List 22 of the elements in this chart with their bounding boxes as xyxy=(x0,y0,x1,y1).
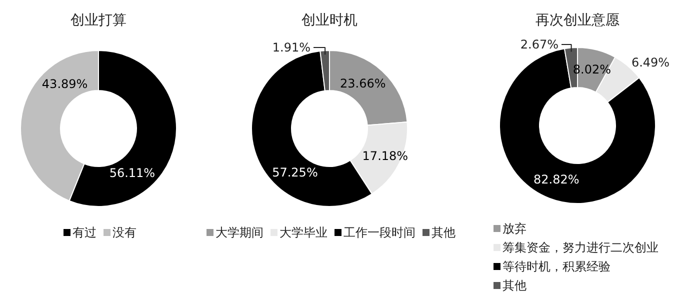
data-label: 43.89% xyxy=(42,76,88,91)
data-label: 82.82% xyxy=(534,172,580,187)
legend-label: 等待时机，积累经验 xyxy=(502,260,610,274)
legend-label: 放弃 xyxy=(502,222,526,236)
legend-label: 筹集资金，努力进行二次创业 xyxy=(502,240,658,254)
legend-label: 没有 xyxy=(112,226,136,240)
legend-label: 大学毕业 xyxy=(280,226,328,240)
data-label: 57.25% xyxy=(272,166,318,180)
data-label: 1.91% xyxy=(272,40,311,54)
data-label: 23.66% xyxy=(340,76,386,91)
data-label: 17.18% xyxy=(362,148,408,163)
chart-title: 创业打算 xyxy=(70,12,126,28)
legend-label: 其他 xyxy=(432,226,456,240)
chart-title: 创业时机 xyxy=(302,12,358,28)
chart-title: 再次创业意愿 xyxy=(536,12,620,28)
legend-label: 大学期间 xyxy=(216,226,264,240)
legend-label: 其他 xyxy=(502,278,526,292)
legend-label: 有过 xyxy=(72,226,96,240)
data-label: 2.67% xyxy=(520,38,559,52)
legend-label: 工作一段时间 xyxy=(344,226,416,240)
data-label: 56.11% xyxy=(109,166,156,180)
data-label: 6.49% xyxy=(631,55,670,70)
